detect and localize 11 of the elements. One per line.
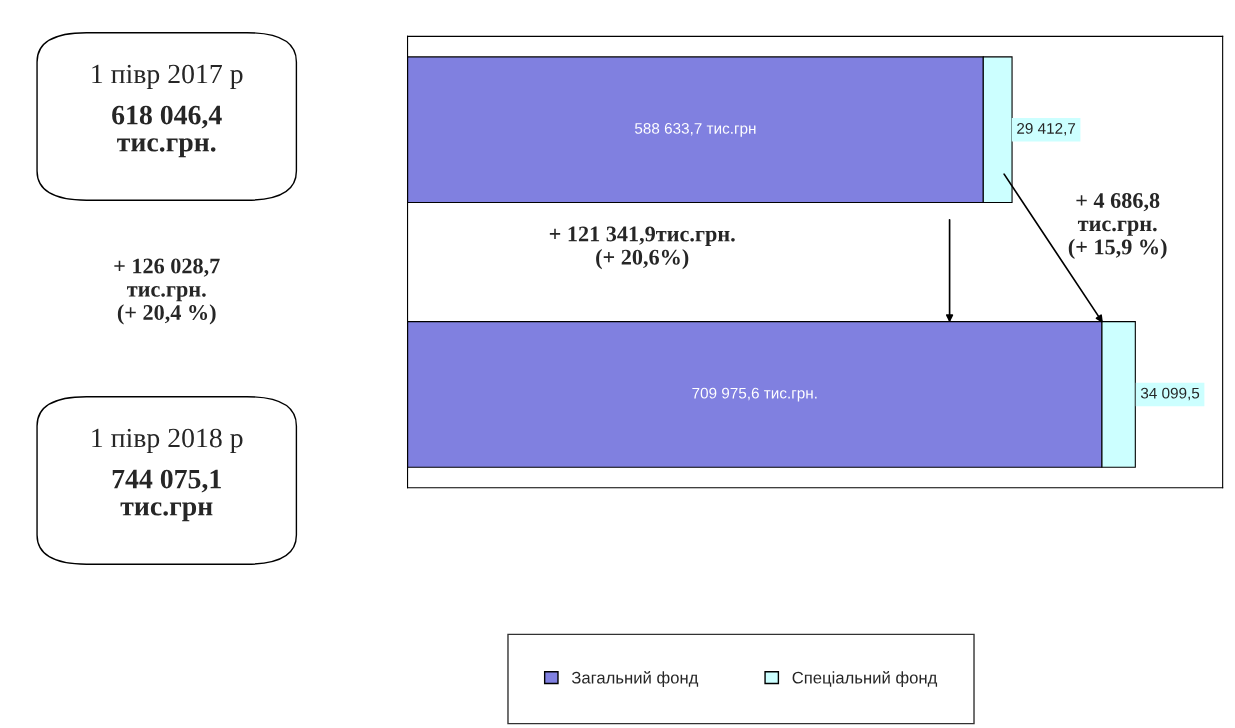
text: + 126 028,7 тис.грн. (+ 20,4 %) <box>114 258 220 325</box>
legend-label: Загальний фонд <box>571 671 699 687</box>
data-label: 29 412,7 <box>1017 123 1076 136</box>
data-label: 34 099,5 <box>1140 387 1200 401</box>
annotation: + 4 686,8 тис.грн. (+ 15,9 %) <box>1068 193 1167 259</box>
text: 1 півр 2018 р 744 075,1 тис.грн <box>92 428 243 522</box>
legend-label: Спеціальний фонд <box>792 671 938 687</box>
text: 1 півр 2017 р 618 046,4 тис.грн. <box>92 64 243 158</box>
data-label: 588 633,7 тис.грн <box>634 123 756 137</box>
data-label: 709 975,6 тис.грн. <box>692 387 817 402</box>
annotation: + 121 341,9тис.грн. (+ 20,6%) <box>549 226 735 270</box>
